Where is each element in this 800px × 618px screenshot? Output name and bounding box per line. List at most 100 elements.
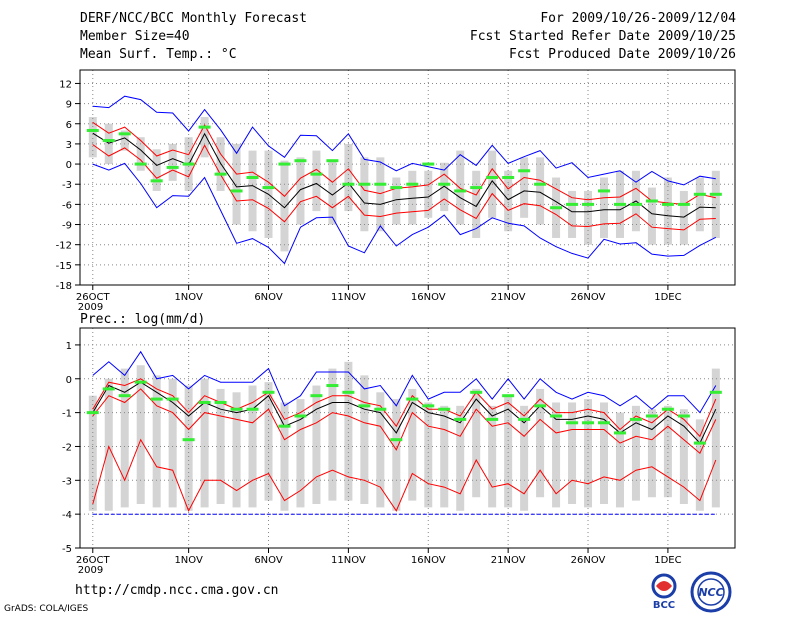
y-tick-label: -2 <box>62 442 72 453</box>
series-line-spread-high <box>92 378 717 438</box>
ensemble-box <box>376 157 385 232</box>
plot-frame <box>79 327 736 549</box>
series-line-max <box>92 350 717 414</box>
ensemble-box <box>360 375 369 504</box>
y-tick-label: -4 <box>62 510 72 521</box>
x-tick-label: 26NOV <box>571 555 606 566</box>
ensemble-box <box>456 150 465 225</box>
series-line-spread-low <box>92 388 717 455</box>
ensemble-box <box>584 190 593 245</box>
series-line-max <box>92 95 716 186</box>
ensemble-box <box>312 385 321 504</box>
ensemble-box <box>264 382 273 501</box>
x-tick-label: 11NOV <box>331 555 366 566</box>
ensemble-box <box>679 409 688 504</box>
ensemble-box <box>568 190 577 238</box>
ensemble-box <box>647 409 656 498</box>
ensemble-box <box>711 368 720 508</box>
x-tick-label: 6NOV <box>254 555 283 566</box>
ensemble-box <box>296 399 305 508</box>
plot-frame <box>79 69 736 286</box>
ensemble-box <box>312 150 321 212</box>
ensemble-box <box>552 402 561 508</box>
temp-variable-label: Mean Surf. Temp.: °C <box>80 47 237 62</box>
ensemble-box <box>615 412 624 508</box>
y-tick-label: -5 <box>62 544 72 555</box>
ensemble-box <box>711 170 720 238</box>
ensemble-box <box>152 149 161 191</box>
series-line-spread-low <box>92 144 716 231</box>
ensemble-box <box>504 395 513 508</box>
y-tick-label: 12 <box>59 79 72 90</box>
ensemble-box <box>520 405 529 511</box>
y-tick-label: -3 <box>62 180 72 191</box>
x-tick-label: 16NOV <box>411 555 446 566</box>
ensemble-box <box>168 378 177 508</box>
ensemble-box <box>360 157 369 232</box>
ensemble-box <box>440 405 449 508</box>
ensemble-box <box>663 405 672 498</box>
y-tick-label: -9 <box>62 221 72 232</box>
ensemble-box <box>136 137 145 171</box>
x-tick-label: 26OCT <box>76 555 111 566</box>
y-tick-label: -3 <box>62 476 72 487</box>
ensemble-box <box>392 399 401 511</box>
ensemble-box <box>280 402 289 511</box>
ensemble-box <box>200 117 209 158</box>
forecast-title: DERF/NCC/BCC Monthly Forecast <box>80 11 307 26</box>
y-tick-label: -12 <box>56 241 72 252</box>
ensemble-box <box>104 378 113 511</box>
forecast-started-date: Fcst Started Refer Date 2009/10/25 <box>469 29 736 44</box>
ensemble-box <box>600 177 608 238</box>
ensemble-box <box>695 177 704 232</box>
precipitation-panel: 1 0 -1 -2 -3 -4 -5 26OCT 1NOV 6NOV 11NOV 16NOV 21NOV… <box>62 327 736 576</box>
ensemble-box <box>440 162 449 212</box>
year-label: 2009 <box>78 565 103 576</box>
ensemble-box <box>120 368 129 508</box>
y-tick-label: 0 <box>66 160 72 171</box>
y-tick-label: -18 <box>56 281 72 292</box>
ensemble-box <box>88 117 97 158</box>
x-tick-label: 1DEC <box>654 555 681 566</box>
x-tick-label: 16NOV <box>411 292 446 303</box>
y-tick-label: 1 <box>66 341 72 352</box>
ensemble-box <box>344 143 353 212</box>
ensemble-box <box>584 399 593 508</box>
x-tick-label: 6NOV <box>254 292 283 303</box>
ensemble-box <box>280 160 289 252</box>
ensemble-box <box>328 368 337 501</box>
site-url-text: http://cmdp.ncc.cma.gov.cn <box>75 583 279 598</box>
ncc-logo: NCC <box>688 570 734 618</box>
ensemble-box <box>472 388 481 498</box>
ensemble-box <box>376 392 385 508</box>
ncc-logo-text: NCC <box>698 586 723 599</box>
ensemble-box <box>168 143 177 181</box>
ensemble-box <box>152 375 161 508</box>
bcc-logo-text: BCC <box>653 600 675 610</box>
ensemble-box <box>120 130 129 151</box>
member-size-label: Member Size=40 <box>80 29 190 44</box>
series-line-spread-high <box>92 121 716 205</box>
ensemble-box <box>663 177 672 245</box>
ensemble-box <box>536 157 545 225</box>
series-line-min <box>92 162 717 265</box>
ensemble-box <box>344 361 353 501</box>
y-tick-label: -1 <box>62 409 72 420</box>
x-tick-label: 26NOV <box>571 292 606 303</box>
x-tick-label: 11NOV <box>331 292 366 303</box>
forecast-period: For 2009/10/26-2009/12/04 <box>540 11 736 26</box>
x-tick-label: 1NOV <box>174 292 203 303</box>
ensemble-box <box>392 177 401 225</box>
y-tick-label: 3 <box>66 140 72 151</box>
forecast-produced-date: Fcst Produced Date 2009/10/26 <box>509 47 736 62</box>
series-line-mean <box>92 381 717 444</box>
x-tick-label: 1NOV <box>174 555 203 566</box>
ensemble-box <box>679 190 688 245</box>
ensemble-box <box>328 160 337 225</box>
ensemble-box <box>456 405 465 511</box>
y-tick-label: 9 <box>66 100 72 111</box>
ensemble-box <box>631 405 640 501</box>
ensemble-box <box>424 402 433 508</box>
ensemble-box <box>200 378 209 508</box>
